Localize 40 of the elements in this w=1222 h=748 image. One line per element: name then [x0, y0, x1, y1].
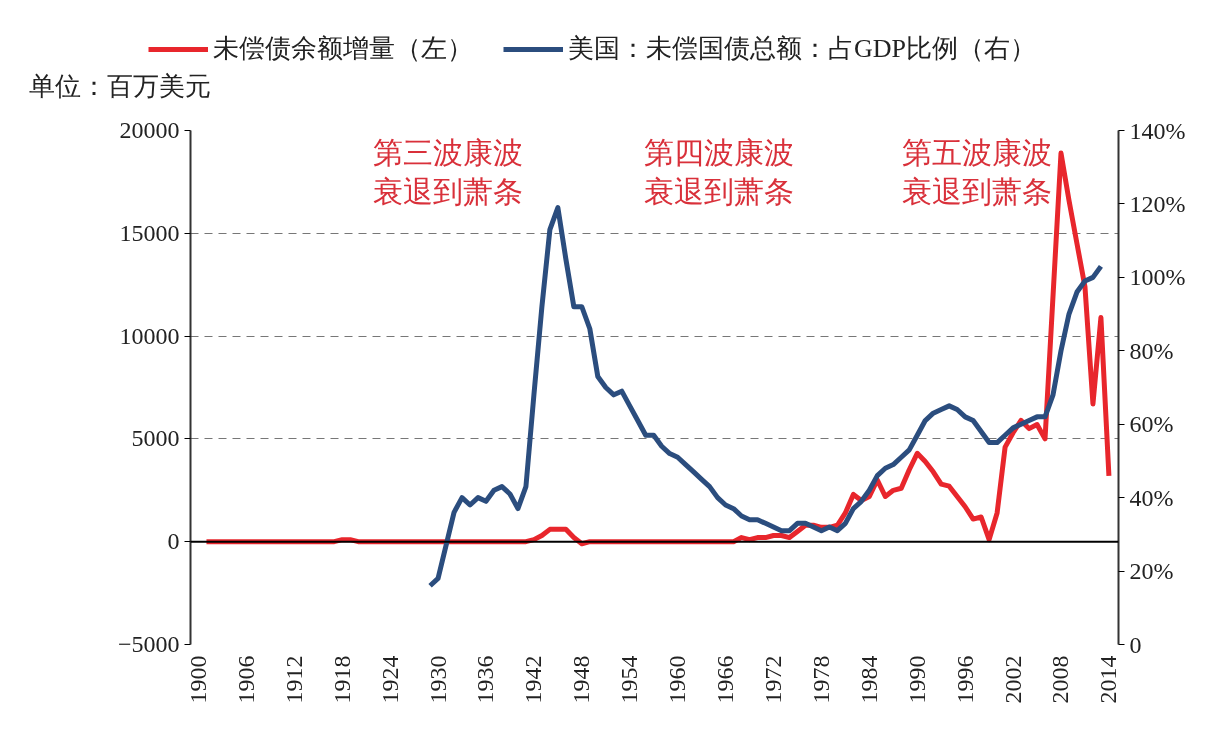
y2-tick-label: 100% — [1129, 264, 1186, 291]
x-tick-label: 2014 — [1095, 655, 1122, 704]
annotation: 第四波康波衰退到萧条 — [643, 135, 794, 209]
y-tick-label: 20000 — [119, 117, 180, 143]
x-tick-label: 1966 — [712, 655, 739, 704]
y-tick-label: 5000 — [131, 425, 180, 452]
y2-tick-label: 140% — [1129, 117, 1186, 144]
y-tick-label: 15000 — [119, 219, 180, 246]
x-tick-label: 1918 — [328, 655, 355, 704]
x-tick-label: 1984 — [855, 655, 882, 704]
x-tick-label: 1960 — [664, 655, 691, 704]
y-tick-label: 10000 — [119, 322, 180, 349]
x-tick-label: 1996 — [951, 655, 978, 704]
x-tick-label: 1978 — [807, 655, 834, 704]
x-tick-label: 1900 — [184, 655, 211, 704]
x-tick-label: 2002 — [999, 655, 1026, 704]
x-tick-label: 1924 — [376, 655, 403, 704]
legend-label: 未偿债余额增量（左） — [213, 33, 473, 65]
x-tick-label: 1930 — [424, 655, 451, 704]
x-tick-label: 2008 — [1047, 655, 1074, 704]
y2-tick-label: 120% — [1129, 190, 1186, 217]
y2-tick-label: 80% — [1129, 337, 1174, 364]
y2-tick-label: 0 — [1129, 631, 1142, 658]
x-tick-label: 1936 — [472, 655, 499, 704]
x-tick-label: 1972 — [759, 655, 786, 704]
x-tick-label: 1990 — [903, 655, 930, 704]
x-tick-label: 1942 — [520, 655, 547, 704]
y2-tick-label: 40% — [1129, 484, 1174, 511]
x-tick-label: 1912 — [280, 655, 307, 704]
y2-tick-label: 20% — [1129, 558, 1174, 585]
annotation: 第五波康波衰退到萧条 — [901, 135, 1052, 209]
annotation: 第三波康波衰退到萧条 — [372, 135, 523, 209]
y-tick-label: 0 — [167, 528, 180, 555]
text: 单位：百万美元 — [28, 71, 211, 101]
y2-tick-label: 60% — [1129, 411, 1174, 438]
x-tick-label: 1954 — [616, 655, 643, 704]
x-tick-label: 1948 — [568, 655, 595, 704]
legend-label: 美国：未偿国债总额：占GDP比例（右） — [568, 33, 1037, 65]
y-tick-label: −5000 — [117, 631, 180, 657]
x-tick-label: 1906 — [232, 655, 259, 704]
